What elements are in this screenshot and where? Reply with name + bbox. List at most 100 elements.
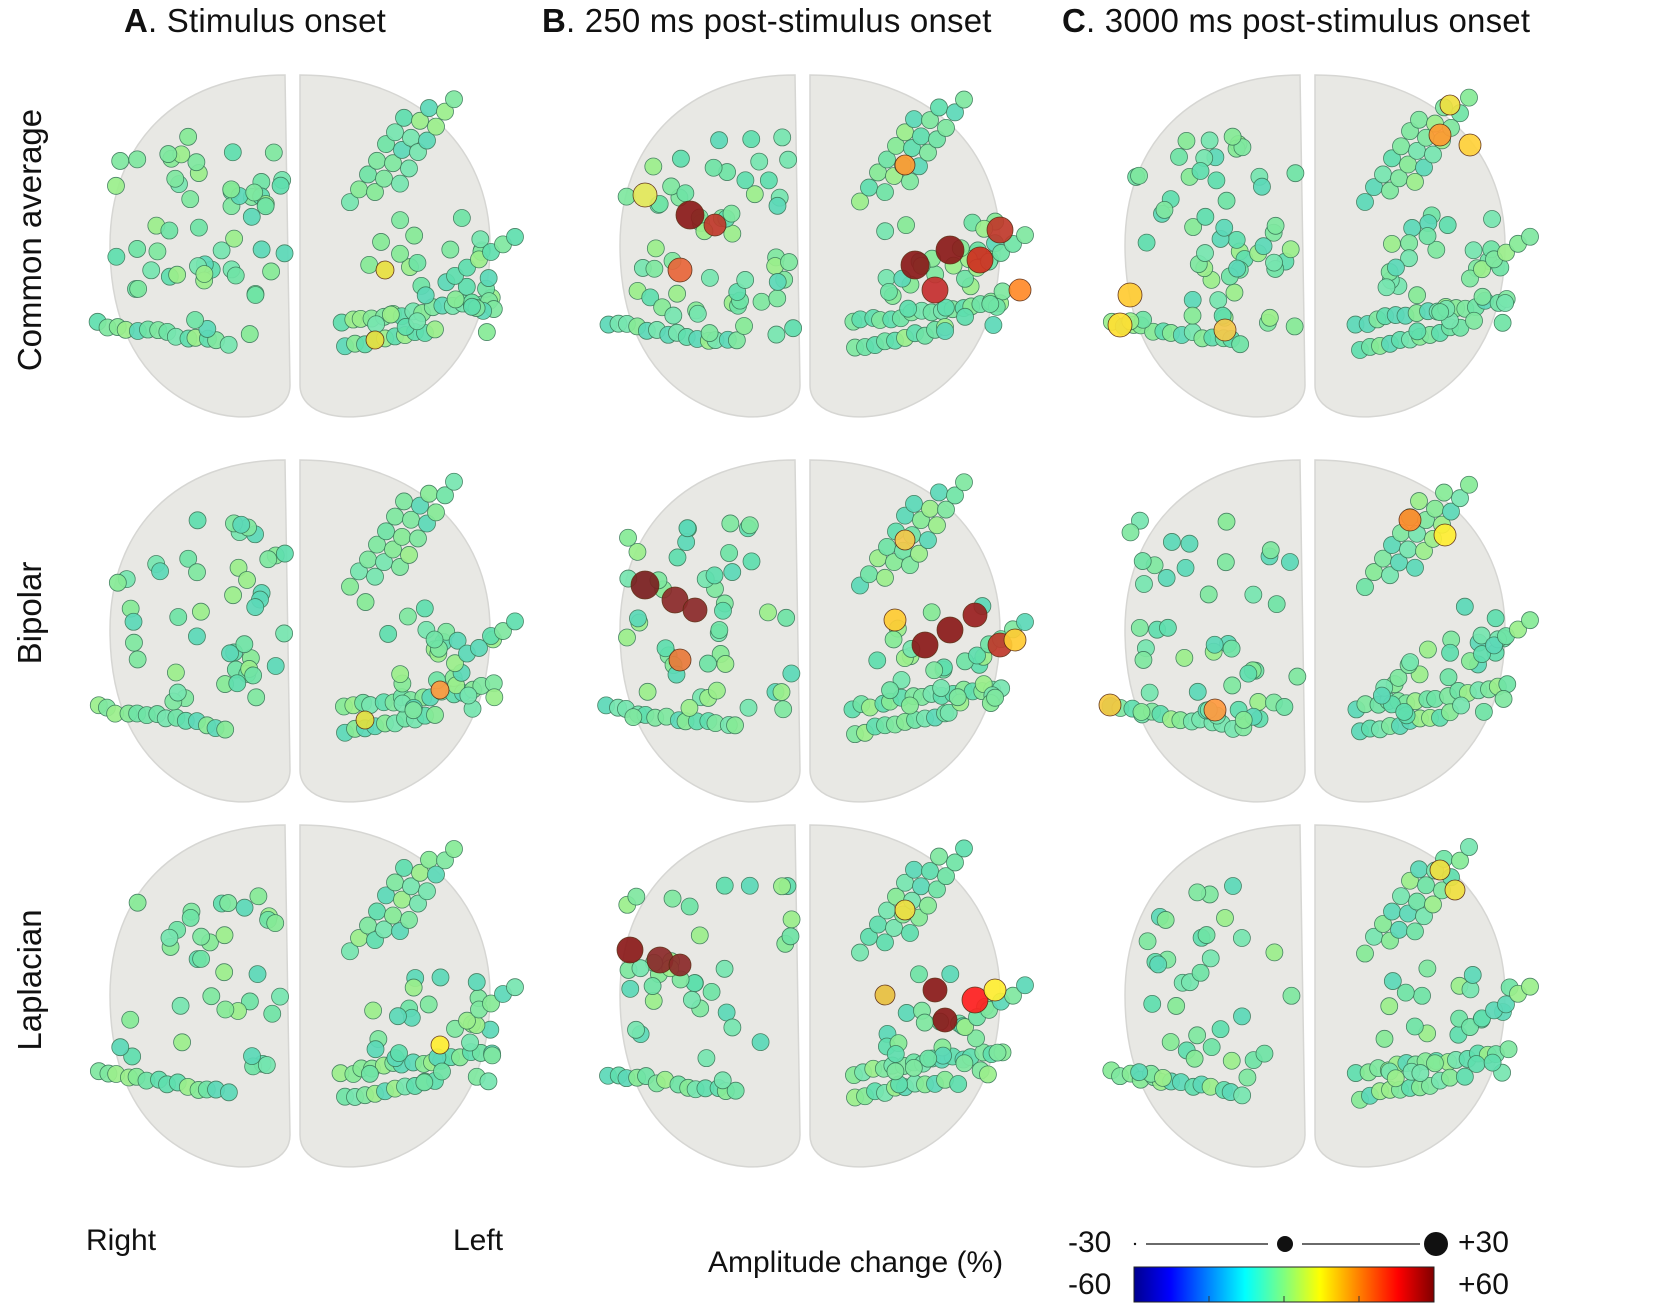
electrode-active [966,246,994,274]
electrode [1267,595,1286,613]
electrode [252,240,271,259]
electrode-active [936,616,964,644]
electrode [151,562,169,581]
right-hemisphere [109,824,291,1168]
electrode-active [922,977,948,1003]
electrode [740,516,759,535]
electrode [1188,682,1207,701]
title-c: C. 3000 ms post-stimulus onset [1062,2,1530,40]
electrode [1474,702,1493,721]
electrode-active [1213,318,1237,342]
electrode [219,894,238,912]
electrode [780,253,798,271]
electrode [266,657,285,675]
electrode [688,304,707,323]
electrode [461,1033,479,1052]
electrode [1222,1051,1241,1070]
electrode [415,1073,434,1092]
electrode [386,123,404,142]
electrode [904,1058,923,1077]
electrode [224,586,242,605]
electrode [644,992,663,1010]
electrode [1405,1017,1424,1036]
electrode [956,269,974,288]
electrode [494,622,512,640]
electrode [1199,585,1218,604]
electrode [928,880,946,899]
electrode [271,987,289,1006]
electrode [128,240,147,258]
electrode [1401,653,1420,672]
electrode [420,484,438,503]
electrode-active [375,260,395,280]
electrode [1418,959,1437,978]
electrode [1424,145,1442,164]
electrode [993,282,1012,301]
electrode [1455,597,1474,616]
electrode [188,563,206,582]
electrode [360,255,379,274]
electrode [246,286,265,304]
electrode [1170,147,1188,166]
electrode [774,700,793,719]
electrode [663,889,682,908]
electrode [1442,502,1460,521]
electrode [418,882,436,901]
electrode-active [646,946,674,974]
electrode [356,593,375,611]
electrode [1130,618,1149,637]
electrode [1426,499,1444,518]
electrode [704,158,723,177]
electrode [1249,693,1268,711]
electrode [631,959,650,978]
electrode [1159,618,1177,637]
electrode [366,183,384,201]
electrode [275,244,294,263]
electrode-active [430,680,450,700]
electrode [1138,932,1157,951]
title-c-letter: C [1062,2,1087,39]
electrode [967,1029,985,1048]
electrode-active [894,899,916,921]
electrode-active [1428,123,1452,147]
electrode [868,651,887,670]
electrode [1223,127,1242,146]
electrode [881,681,899,700]
electrode [402,877,420,896]
electrode [416,286,435,305]
electrode [710,131,728,150]
electrode [1485,636,1503,655]
electrode [736,271,755,289]
electrode [1161,1033,1180,1051]
electrode [445,472,463,491]
electrode [1191,162,1210,180]
right-hemisphere [619,74,801,418]
electrode [1486,609,1505,628]
right-hemisphere [619,459,801,803]
electrode [928,516,946,535]
size-legend-min-dot [1133,1242,1137,1246]
electrode [1400,249,1418,268]
electrode [930,98,948,117]
electrode [235,898,254,917]
electrode [179,549,198,568]
electrode [723,224,742,243]
electrode [876,222,895,241]
electrode [668,548,687,567]
electrode-active [900,250,930,280]
electrode [226,266,245,285]
title-a-letter: A [124,2,149,39]
electrode [892,671,911,689]
electrode [1392,887,1410,906]
electrode [1383,972,1402,990]
electrode [1191,963,1210,982]
electrode [897,1004,916,1022]
electrode [720,544,739,562]
electrode [263,1004,282,1023]
electrode [1131,511,1149,530]
electrode [1265,253,1283,272]
electrode [752,292,771,311]
electrode [169,608,188,626]
electrode-active [1458,133,1482,157]
electrode [1374,915,1392,933]
